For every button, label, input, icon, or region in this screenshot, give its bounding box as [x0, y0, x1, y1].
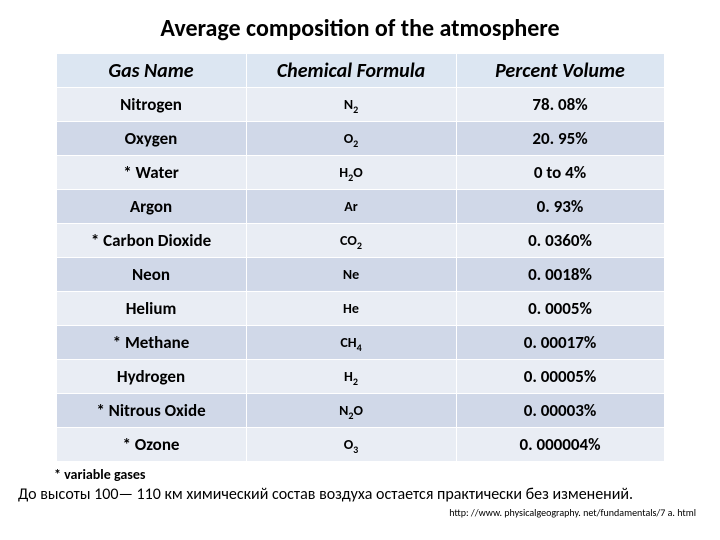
table-row: ArgonAr0. 93% [56, 190, 664, 224]
table-header-row: Gas Name Chemical Formula Percent Volume [56, 54, 664, 88]
cell-gas-name: Neon [56, 258, 246, 292]
cell-percent: 0. 00017% [456, 326, 664, 360]
table-row: * OzoneO30. 000004% [56, 428, 664, 462]
cell-percent: 0. 0005% [456, 292, 664, 326]
russian-caption: До высоты 100— 110 км химический состав … [18, 485, 702, 504]
page: Average composition of the atmosphere Ga… [0, 0, 720, 540]
cell-formula: O2 [246, 122, 456, 156]
cell-gas-name: * Nitrous Oxide [56, 394, 246, 428]
cell-percent: 0 to 4% [456, 156, 664, 190]
table-row: * Carbon DioxideCO20. 0360% [56, 224, 664, 258]
cell-percent: 0. 93% [456, 190, 664, 224]
col-header-gas: Gas Name [56, 54, 246, 88]
cell-formula: N2 [246, 88, 456, 122]
cell-gas-name: Oxygen [56, 122, 246, 156]
cell-percent: 20. 95% [456, 122, 664, 156]
cell-formula: H2 [246, 360, 456, 394]
cell-gas-name: Hydrogen [56, 360, 246, 394]
cell-formula: He [246, 292, 456, 326]
table-row: * WaterH2O0 to 4% [56, 156, 664, 190]
table-row: HeliumHe0. 0005% [56, 292, 664, 326]
cell-gas-name: * Methane [56, 326, 246, 360]
cell-percent: 0. 0018% [456, 258, 664, 292]
cell-gas-name: * Water [56, 156, 246, 190]
page-title: Average composition of the atmosphere [12, 14, 708, 43]
cell-percent: 0. 00005% [456, 360, 664, 394]
cell-gas-name: * Ozone [56, 428, 246, 462]
table-row: * Nitrous OxideN2O0. 00003% [56, 394, 664, 428]
cell-gas-name: Helium [56, 292, 246, 326]
table-row: * MethaneCH40. 00017% [56, 326, 664, 360]
cell-formula: O3 [246, 428, 456, 462]
cell-percent: 0. 000004% [456, 428, 664, 462]
variable-gases-footnote: * variable gases [54, 466, 708, 483]
cell-formula: N2O [246, 394, 456, 428]
cell-gas-name: * Carbon Dioxide [56, 224, 246, 258]
table-row: OxygenO220. 95% [56, 122, 664, 156]
col-header-formula: Chemical Formula [246, 54, 456, 88]
table-body: NitrogenN278. 08%OxygenO220. 95%* WaterH… [56, 88, 664, 462]
table-row: HydrogenH20. 00005% [56, 360, 664, 394]
cell-formula: Ar [246, 190, 456, 224]
cell-percent: 0. 0360% [456, 224, 664, 258]
cell-formula: CO2 [246, 224, 456, 258]
cell-formula: CH4 [246, 326, 456, 360]
cell-percent: 0. 00003% [456, 394, 664, 428]
cell-gas-name: Argon [56, 190, 246, 224]
col-header-percent: Percent Volume [456, 54, 664, 88]
table-row: NitrogenN278. 08% [56, 88, 664, 122]
table-row: NeonNe0. 0018% [56, 258, 664, 292]
cell-percent: 78. 08% [456, 88, 664, 122]
composition-table: Gas Name Chemical Formula Percent Volume… [56, 53, 665, 462]
source-url: http: //www. physicalgeography. net/fund… [12, 506, 696, 519]
cell-gas-name: Nitrogen [56, 88, 246, 122]
cell-formula: Ne [246, 258, 456, 292]
cell-formula: H2O [246, 156, 456, 190]
